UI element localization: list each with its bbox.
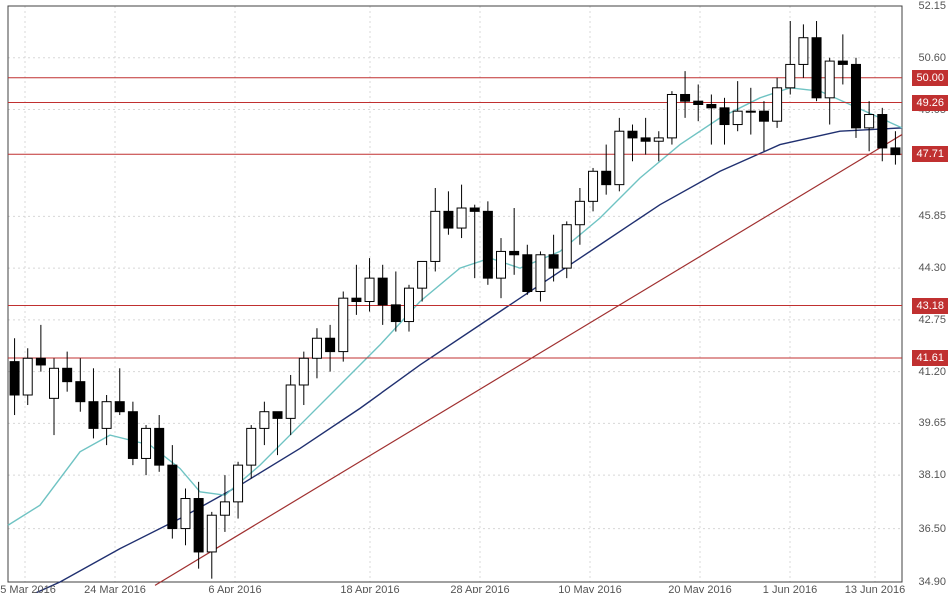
y-axis-label: 42.75 xyxy=(918,314,946,326)
price-level-label: 49.26 xyxy=(912,95,948,111)
price-level-label: 50.00 xyxy=(912,70,948,86)
y-axis-label: 44.30 xyxy=(918,262,946,274)
candlestick-chart xyxy=(0,0,948,593)
y-axis-label: 34.90 xyxy=(918,576,946,588)
x-axis-label: 1 Jun 2016 xyxy=(763,584,817,593)
chart-container: 34.90 36.50 38.10 39.65 41.20 42.75 44.30 45.85… xyxy=(0,0,948,593)
x-axis-label: 10 May 2016 xyxy=(558,584,622,593)
price-level-label: 43.18 xyxy=(912,298,948,314)
y-axis-label: 45.85 xyxy=(918,210,946,222)
y-axis-label: 36.50 xyxy=(918,523,946,535)
price-level-label: 41.61 xyxy=(912,350,948,366)
x-axis-label: 24 Mar 2016 xyxy=(84,584,146,593)
x-axis-label: 15 Mar 2016 xyxy=(0,584,56,593)
price-level-label: 47.71 xyxy=(912,146,948,162)
y-axis-label: 41.20 xyxy=(918,366,946,378)
x-axis-label: 13 Jun 2016 xyxy=(845,584,906,593)
x-axis-label: 28 Apr 2016 xyxy=(450,584,509,593)
x-axis-label: 20 May 2016 xyxy=(668,584,732,593)
y-axis-label: 38.10 xyxy=(918,469,946,481)
y-axis-label: 39.65 xyxy=(918,417,946,429)
y-axis-label: 52.15 xyxy=(918,0,946,12)
x-axis-label: 6 Apr 2016 xyxy=(208,584,261,593)
x-axis-label: 18 Apr 2016 xyxy=(340,584,399,593)
y-axis-label: 50.60 xyxy=(918,52,946,64)
